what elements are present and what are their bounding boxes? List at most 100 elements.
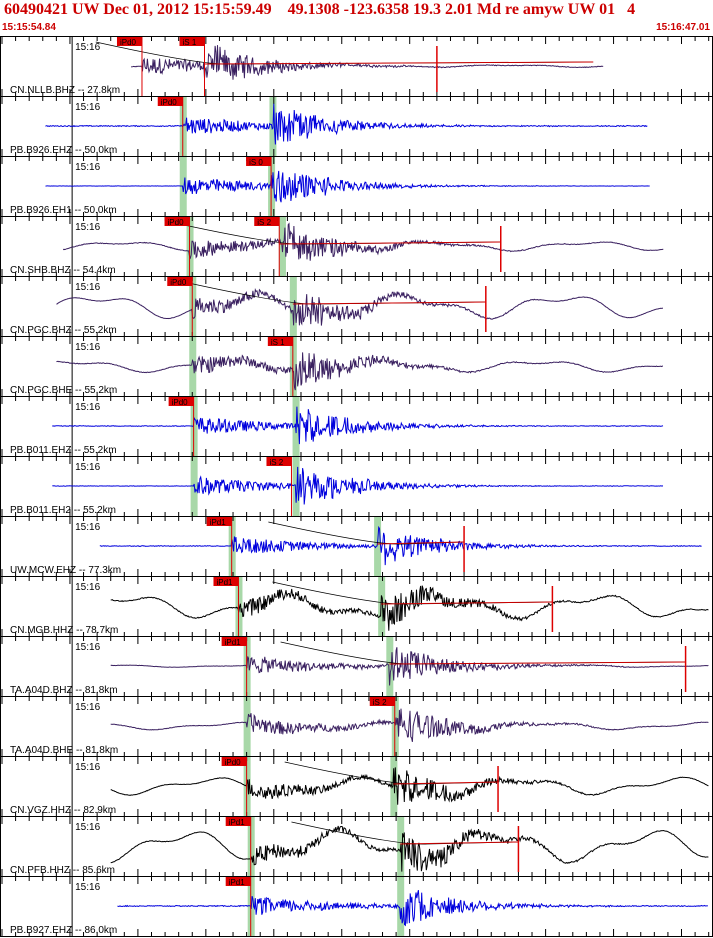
pick-flag <box>254 217 280 226</box>
minute-label: 15:16 <box>75 642 100 653</box>
coda-fit-line <box>279 241 501 245</box>
window-start-time: 15:15:54.84 <box>2 22 56 33</box>
coda-fit-line <box>393 781 499 785</box>
pick-flag <box>167 277 193 286</box>
waveform-trace <box>110 708 709 743</box>
coda-fit-line <box>389 661 686 665</box>
waveform-trace <box>52 406 664 445</box>
station-label: PB.B926.EH1 -- 50.0km <box>10 205 117 216</box>
pick-flag <box>267 337 293 346</box>
station-label: UW.MCW.EHZ -- 77.3km <box>10 565 121 576</box>
arrival-window <box>179 157 187 216</box>
minute-label: 15:16 <box>75 582 100 593</box>
pick-label: iS 1 <box>271 338 285 347</box>
waveform-trace <box>45 170 650 203</box>
pick-label: iPd0 <box>172 398 189 407</box>
minute-label: 15:16 <box>75 222 100 233</box>
station-label: CN.PGC.BHE -- 55.2km <box>10 385 117 396</box>
minute-label: 15:16 <box>75 522 100 533</box>
pick-label: iPd0 <box>225 758 242 767</box>
station-label: CN.MGB.HHZ -- 78.7km <box>10 625 118 636</box>
arrival-window <box>386 637 394 696</box>
pick-label: iPd0 <box>120 38 137 47</box>
waveform-trace <box>56 352 663 391</box>
station-label: TA.A04D.BHZ -- 81.8km <box>10 685 118 696</box>
coda-envelope <box>95 41 594 65</box>
coda-fit-line <box>292 301 486 305</box>
pick-label: iPd1 <box>229 818 246 827</box>
pick-label: iPd1 <box>210 518 227 527</box>
waveform-trace <box>110 767 709 805</box>
station-label: CN.PGC.BHZ -- 55.2km <box>10 325 117 336</box>
station-label: PB.B011.EH2 -- 55.2km <box>10 505 116 516</box>
pick-flag <box>369 697 395 706</box>
coda-fit-line <box>400 841 519 845</box>
waveform-trace <box>62 222 664 261</box>
pick-label: iPd0 <box>170 278 187 287</box>
pick-label: iS 2 <box>257 218 271 227</box>
coda-fit-line <box>377 541 465 545</box>
pick-label: iPd0 <box>161 98 178 107</box>
window-end-time: 15:16:47.01 <box>656 22 710 33</box>
waveform-trace <box>131 45 604 80</box>
arrival-window <box>289 277 297 336</box>
pick-label: iPd1 <box>216 578 233 587</box>
pick-flag <box>225 877 251 886</box>
minute-label: 15:16 <box>75 342 100 353</box>
station-label: CN.VGZ.HHZ -- 82.9km <box>10 805 116 816</box>
coda-envelope <box>280 641 686 665</box>
pick-flag <box>246 157 272 166</box>
minute-label: 15:16 <box>75 462 100 473</box>
pick-flag <box>179 37 205 46</box>
minute-label: 15:16 <box>75 102 100 113</box>
minute-label: 15:16 <box>75 702 100 713</box>
pick-flag <box>225 817 251 826</box>
pick-label: iPd1 <box>225 638 242 647</box>
minute-label: 15:16 <box>75 42 100 53</box>
minute-label: 15:16 <box>75 762 100 773</box>
coda-envelope <box>184 281 486 305</box>
station-label: CN.SHB.BHZ -- 54.4km <box>10 265 116 276</box>
arrival-window <box>397 877 405 936</box>
pick-label: iS 0 <box>249 158 263 167</box>
waveform-trace <box>52 466 664 505</box>
coda-fit-line <box>381 601 553 605</box>
arrival-window <box>292 457 300 516</box>
station-label: PB.B926.EHZ -- 50.0km <box>10 145 117 156</box>
station-label: CN.NLLB.BHZ -- 27.8km <box>10 85 120 96</box>
pick-flag <box>266 457 292 466</box>
waveform-trace <box>110 585 709 631</box>
station-label: PB.B927.EHZ -- 86.0km <box>10 925 117 936</box>
coda-envelope <box>268 521 465 545</box>
seismogram-panels: 15:16 iPd0 iS 1 CN.NLLB.BHZ -- 27.8km 15:16 i… <box>0 36 713 937</box>
pick-flag <box>168 397 194 406</box>
pick-label: iPd0 <box>168 218 185 227</box>
arrival-window <box>378 577 386 636</box>
station-label: TA.A04D.BHE -- 81.8km <box>10 745 118 756</box>
pick-label: iPd1 <box>229 878 246 887</box>
minute-label: 15:16 <box>75 162 100 173</box>
pick-label: iS 2 <box>269 458 283 467</box>
minute-label: 15:16 <box>75 402 100 413</box>
arrival-window <box>374 517 382 576</box>
waveform-trace <box>99 525 702 566</box>
arrival-window <box>189 337 197 396</box>
minute-label: 15:16 <box>75 822 100 833</box>
waveform-trace <box>45 103 648 145</box>
pick-flag <box>221 757 247 766</box>
minute-label: 15:16 <box>75 882 100 893</box>
event-title: 60490421 UW Dec 01, 2012 15:15:59.49 49.… <box>4 1 636 18</box>
pick-flag <box>206 517 232 526</box>
pick-flag <box>116 37 142 46</box>
station-label: PB.B011.EHZ -- 55.2km <box>10 445 117 456</box>
coda-fit-line <box>204 61 594 65</box>
waveform-trace <box>110 647 709 686</box>
header: 60490421 UW Dec 01, 2012 15:15:59.49 49.… <box>0 0 713 36</box>
waveform-trace <box>56 287 664 326</box>
pick-label: iS 2 <box>373 698 387 707</box>
coda-envelope <box>284 761 499 785</box>
waveform-trace <box>110 825 709 872</box>
pick-flag <box>213 577 239 586</box>
pick-label: iS 1 <box>182 38 196 47</box>
station-label: CN.PFB.HHZ -- 85.6km <box>10 865 115 876</box>
